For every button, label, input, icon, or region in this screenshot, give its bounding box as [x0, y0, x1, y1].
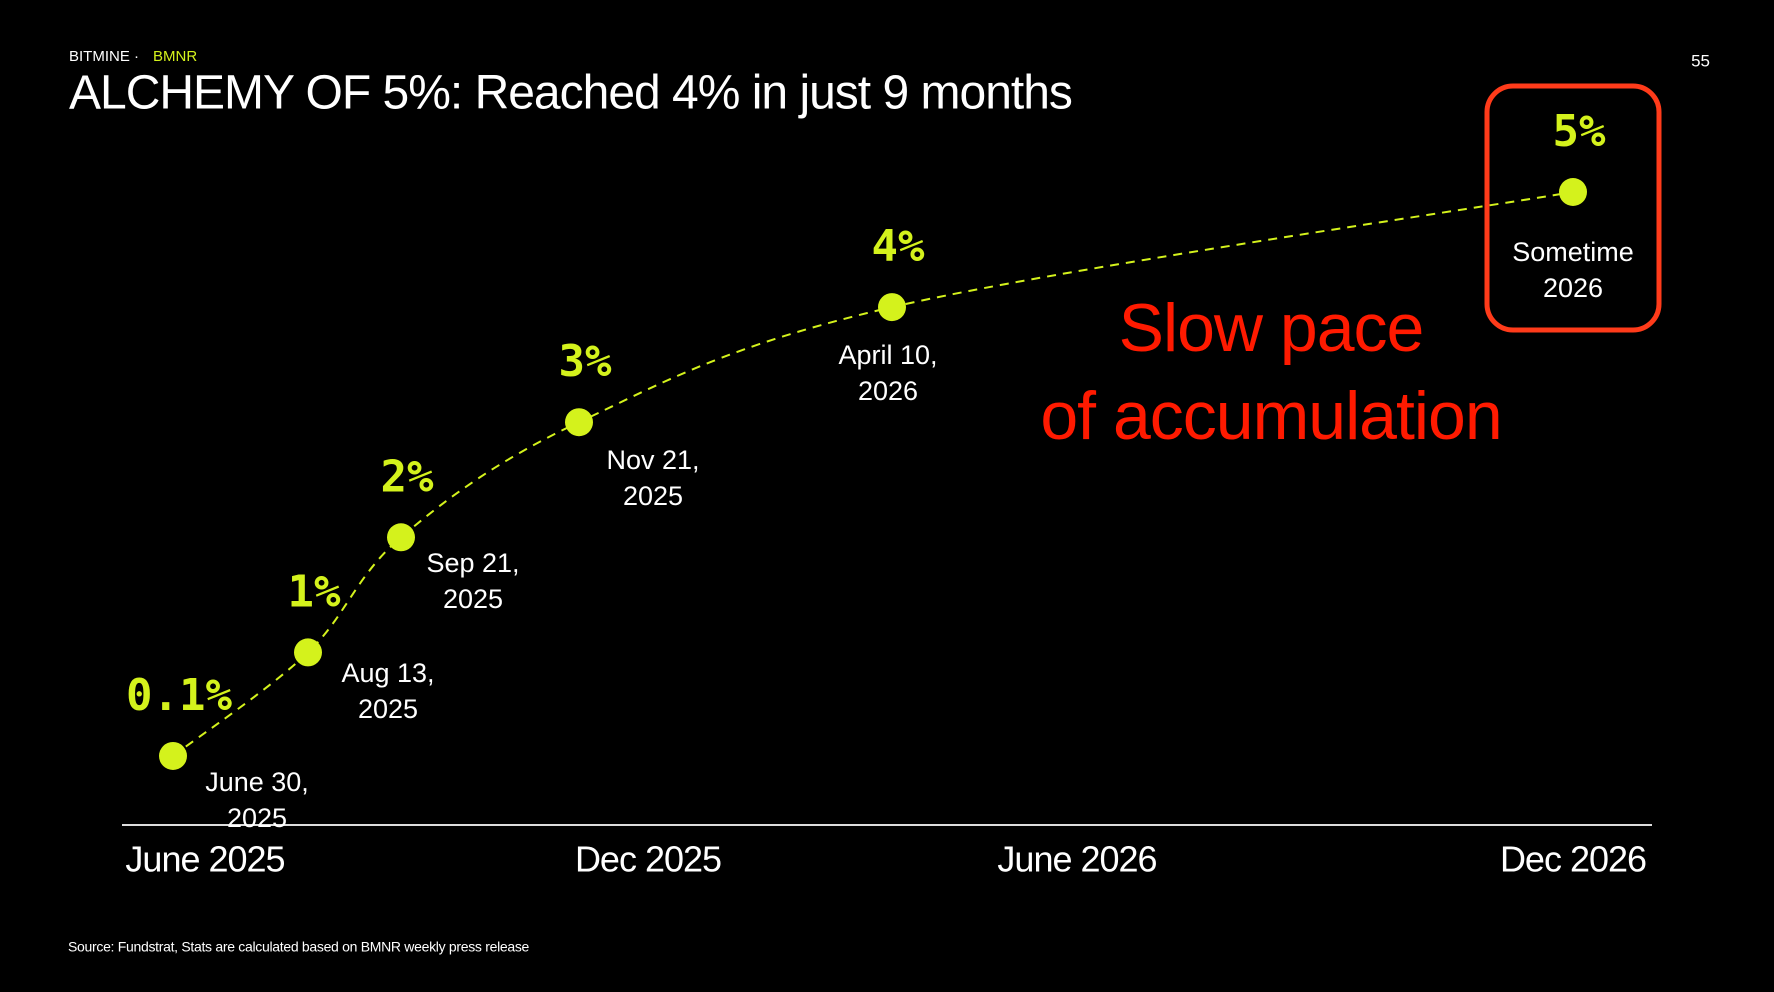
brand: BITMINE ·	[69, 48, 139, 65]
point	[387, 523, 415, 552]
point	[159, 741, 187, 770]
value-label: 5%	[1553, 106, 1606, 157]
chart-title: ALCHEMY OF 5%: Reached 4% in just 9 mont…	[69, 67, 1072, 120]
point-date: April 10, 2026	[838, 340, 938, 407]
point	[1559, 178, 1587, 206]
highlight-box	[1484, 83, 1662, 333]
point	[294, 638, 322, 667]
point-date: June 30, 2025	[205, 766, 309, 833]
point-date: Sep 21, 2025	[426, 548, 520, 615]
value-label: 1%	[288, 566, 341, 617]
value-label: 2%	[381, 451, 434, 502]
point	[878, 293, 906, 322]
x-tick-label: Dec 2026	[1500, 839, 1646, 880]
x-tick-label: Dec 2025	[575, 839, 721, 880]
value-label: 3%	[559, 336, 612, 387]
value-label: 4%	[872, 221, 925, 272]
page-number: 55	[1691, 51, 1710, 70]
source: Source: Fundstrat, Stats are calculated …	[68, 939, 530, 955]
point-date: Nov 21, 2025	[606, 445, 700, 512]
point	[565, 408, 593, 437]
x-tick-label: June 2026	[997, 839, 1156, 880]
x-tick-label: June 2025	[125, 839, 284, 880]
ticker: BMNR	[153, 48, 197, 65]
point-date: Aug 13, 2025	[341, 658, 435, 725]
value-label: 0.1%	[126, 670, 232, 721]
annotation: Slow pace of accumulation	[1040, 290, 1502, 454]
point-date: Sometime 2026	[1512, 237, 1634, 303]
